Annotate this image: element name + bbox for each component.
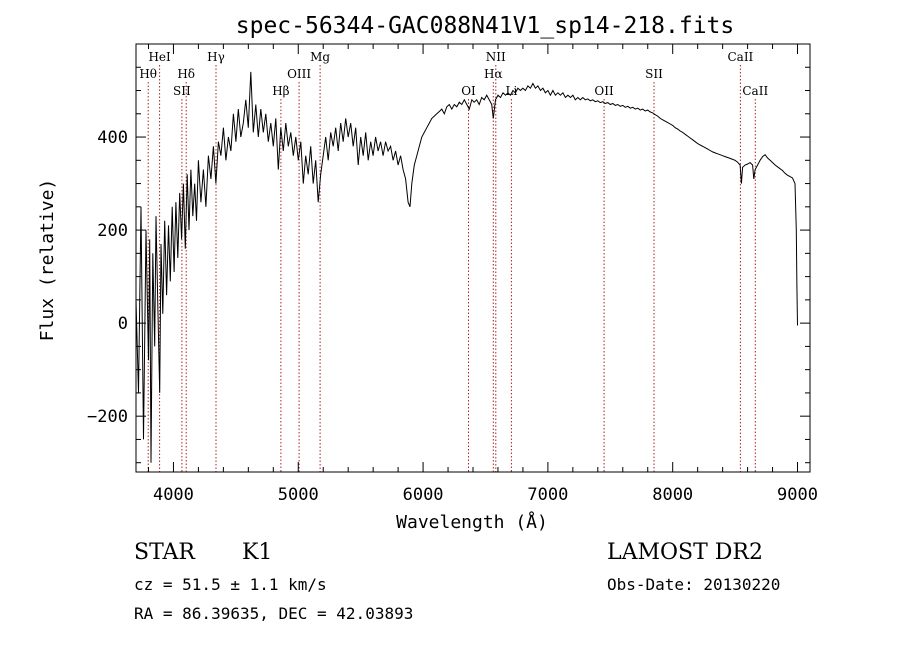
plot-frame [135,43,811,473]
y-tick-label: −200 [87,407,128,427]
spectral-line-label: Li [505,84,517,98]
spectral-line-label: HeI [148,50,171,64]
spectral-line-label: Hα [484,67,503,81]
spectral-line-label: SII [645,67,663,81]
y-tick-label: 0 [118,314,128,334]
y-tick-label: 200 [97,221,128,241]
x-axis-label: Wavelength (Å) [396,511,548,533]
observation-date: Obs-Date: 20130220 [607,575,781,594]
spectral-line-label: NII [486,50,506,64]
flux-series-line [135,71,798,463]
spectral-line-label: Mg [310,50,330,64]
y-axis-ticks: −200 0 200 400 [87,43,810,464]
survey-name: LAMOST DR2 [607,540,763,565]
spectral-line-label: CaII [727,50,753,64]
spectral-line-label: Hθ [139,67,157,81]
object-subclass: K1 [242,540,273,565]
x-tick-label: 4000 [153,485,194,505]
spectral-line-label: OI [461,84,476,98]
spectral-line-label: Hγ [207,50,225,64]
chart-title: spec-56344-GAC088N41V1_sp14-218.fits [236,13,735,39]
x-tick-label: 8000 [652,485,693,505]
spectral-line-labels: Hθ HeI Hδ SII Hγ Hβ OIII Mg NII Hα OI Li OII SII CaII C… [139,50,768,98]
plot-area [135,71,798,463]
x-tick-label: 7000 [527,485,568,505]
spectral-line-label: Hδ [177,67,195,81]
x-tick-label: 9000 [777,485,818,505]
spectral-line-label: Hβ [272,84,289,98]
y-tick-label: 400 [97,128,128,148]
spectral-line-label: OII [594,84,614,98]
object-class: STAR [134,540,195,565]
spectral-line-markers [147,65,756,472]
ra-dec-coordinates: RA = 86.39635, DEC = 42.03893 [134,604,414,623]
spectral-line-label: CaII [742,84,768,98]
spectral-line-label: SII [173,84,191,98]
x-tick-label: 6000 [403,485,444,505]
redshift-cz: cz = 51.5 ± 1.1 km/s [134,575,327,594]
spectral-line-label: OIII [287,67,311,81]
x-tick-label: 5000 [278,485,319,505]
y-axis-label: Flux (relative) [37,179,58,342]
x-axis-ticks: 4000 5000 6000 7000 8000 9000 [147,44,818,505]
